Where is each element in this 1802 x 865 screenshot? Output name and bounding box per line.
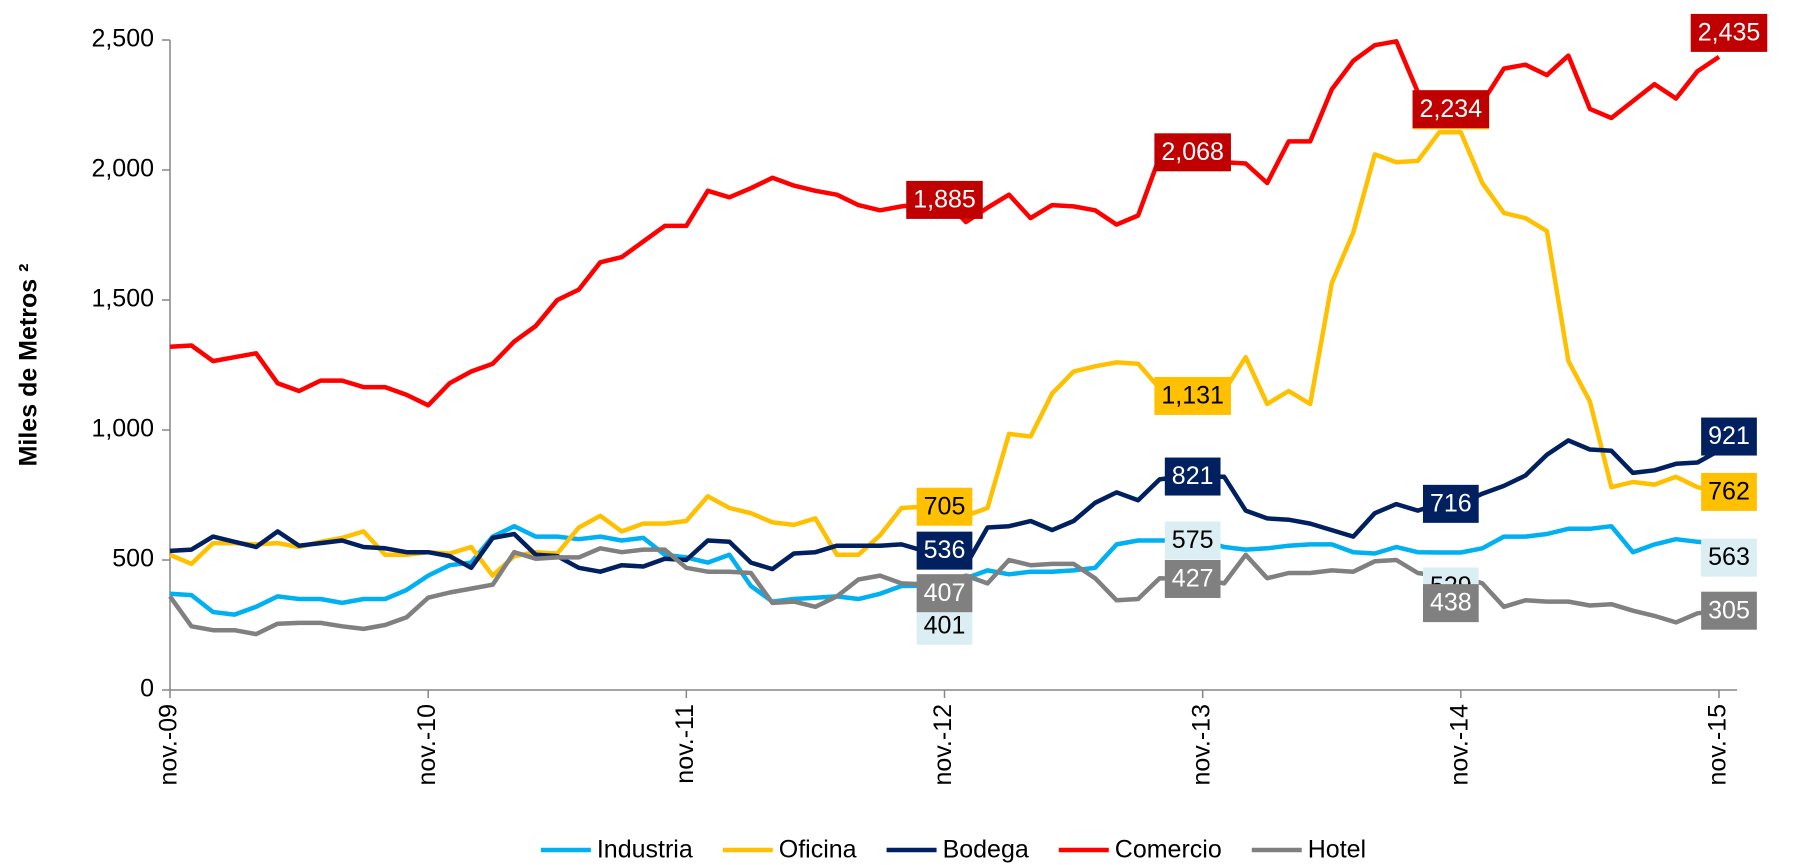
data-label-box [1164, 559, 1221, 598]
data-label: 407 [916, 574, 973, 613]
data-label-box [1701, 472, 1757, 511]
data-label-box [1690, 13, 1768, 52]
y-tick-label: 500 [112, 545, 154, 573]
x-tick-label: nov.-14 [1445, 704, 1473, 786]
legend-label: Oficina [779, 836, 857, 864]
legend-label: Industria [597, 836, 693, 864]
data-label-box [1164, 521, 1221, 560]
data-label-box [1154, 133, 1231, 172]
data-label-text: 1,131 [1161, 382, 1224, 410]
data-label-text: 762 [1708, 477, 1750, 505]
data-label-text: 921 [1708, 422, 1750, 450]
data-label-text: 821 [1172, 462, 1214, 490]
data-label: 2,234 [1412, 90, 1490, 129]
data-label: 563 [1701, 538, 1757, 577]
data-label-box [1154, 376, 1231, 415]
data-label-box [1164, 457, 1221, 496]
x-tick-label: nov.-10 [413, 704, 441, 786]
data-label: 821 [1164, 457, 1221, 496]
x-tick-label: nov.-13 [1187, 704, 1215, 786]
data-label: 921 [1701, 417, 1757, 456]
legend-label: Comercio [1115, 836, 1222, 864]
data-label: 762 [1701, 472, 1757, 511]
data-label-text: 427 [1172, 565, 1214, 593]
x-tick-label: nov.-15 [1704, 704, 1732, 786]
data-label: 427 [1164, 559, 1221, 598]
y-tick-label: 2,000 [91, 155, 154, 183]
data-label-text: 536 [924, 536, 966, 564]
data-label-box [916, 606, 973, 645]
y-tick-label: 1,000 [91, 415, 154, 443]
y-tick-label: 0 [140, 675, 154, 703]
data-label-text: 438 [1430, 589, 1472, 617]
x-tick-label: nov.-12 [929, 704, 957, 786]
legend-label: Bodega [943, 836, 1029, 864]
legend-label: Hotel [1308, 836, 1366, 864]
data-label: 438 [1422, 584, 1479, 623]
data-label-text: 2,068 [1161, 138, 1224, 166]
data-label-text: 705 [924, 492, 966, 520]
x-tick-label: nov.-11 [671, 704, 699, 784]
data-label: 401 [916, 606, 973, 645]
legend-item: Oficina [722, 836, 857, 864]
data-label-box [1701, 591, 1757, 630]
data-label: 1,131 [1154, 376, 1231, 415]
data-label: 2,435 [1690, 13, 1768, 52]
data-label: 575 [1164, 521, 1221, 560]
legend-item: Comercio [1058, 836, 1222, 864]
data-label-box [1701, 417, 1757, 456]
data-label-box [916, 487, 973, 526]
data-label: 305 [1701, 591, 1757, 630]
data-label: 536 [916, 531, 973, 570]
x-tick-label: nov.-09 [155, 704, 183, 786]
data-label-text: 716 [1430, 489, 1472, 517]
data-label-text: 563 [1708, 543, 1750, 571]
data-label-box [1422, 584, 1479, 623]
data-label-text: 1,885 [913, 186, 976, 214]
y-tick-label: 1,500 [91, 285, 154, 313]
data-label-box [1422, 484, 1479, 523]
data-label-box [1701, 538, 1757, 577]
y-tick-label: 2,500 [91, 25, 154, 53]
legend-item: Industria [540, 836, 693, 864]
data-label: 2,068 [1154, 133, 1231, 172]
legend-item: Hotel [1251, 836, 1366, 864]
data-label-text: 2,435 [1698, 19, 1761, 47]
legend-item: Bodega [886, 836, 1029, 864]
data-label-box [916, 531, 973, 570]
data-label-text: 575 [1172, 526, 1214, 554]
data-label: 716 [1422, 484, 1479, 523]
data-label: 1,885 [906, 180, 983, 219]
y-axis-label: Miles de Metros ² [15, 264, 43, 467]
data-label: 705 [916, 487, 973, 526]
data-label-text: 401 [924, 611, 966, 639]
data-label-text: 2,234 [1420, 95, 1483, 123]
data-label-box [906, 180, 983, 219]
data-label-text: 407 [924, 579, 966, 607]
data-label-box [1412, 90, 1490, 129]
data-label-box [916, 574, 973, 613]
data-label-text: 305 [1708, 596, 1750, 624]
